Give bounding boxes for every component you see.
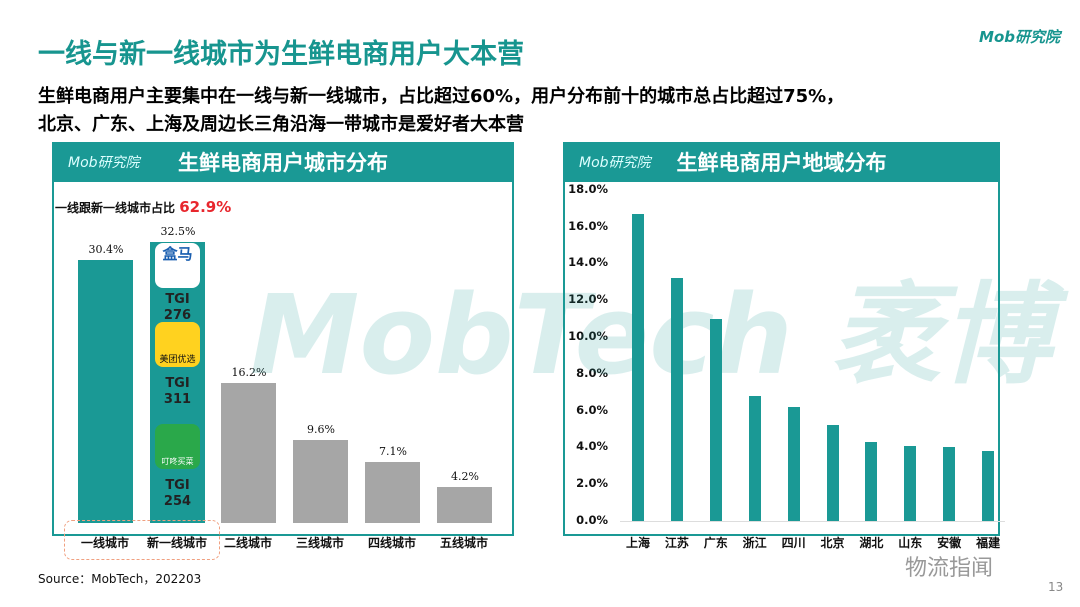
x-tick-label: 广东 bbox=[703, 536, 728, 550]
x-tick-label: 三线城市 bbox=[295, 536, 344, 550]
x-tick-label: 上海 bbox=[625, 536, 650, 550]
x-tick-label: 山东 bbox=[898, 536, 923, 550]
app-icon-dingdong: 叮咚买菜 bbox=[155, 424, 200, 469]
x-tick-label: 安徽 bbox=[937, 536, 962, 550]
data-label: 32.5% bbox=[160, 225, 196, 239]
highlight-box bbox=[64, 520, 220, 560]
bar bbox=[293, 440, 348, 523]
data-label: 9.6% bbox=[307, 423, 335, 437]
x-axis bbox=[620, 521, 1005, 522]
data-label: 16.2% bbox=[231, 366, 267, 380]
bar bbox=[904, 445, 917, 521]
x-tick-label: 浙江 bbox=[742, 536, 767, 550]
tgi-value: 311 bbox=[163, 392, 192, 407]
tgi-value: 254 bbox=[163, 494, 192, 509]
region-chart-panel: 生鲜电商用户地域分布 Mob研究院 bbox=[563, 142, 1000, 536]
bar bbox=[632, 213, 644, 521]
tgi-label: TGI bbox=[165, 478, 190, 493]
app-name: 盒马 bbox=[162, 245, 193, 263]
bar bbox=[865, 441, 878, 521]
bar bbox=[365, 461, 420, 523]
data-label: 30.4% bbox=[88, 243, 124, 257]
panel-logo: Mob研究院 bbox=[579, 155, 651, 171]
bar bbox=[78, 260, 133, 523]
bar bbox=[982, 451, 995, 521]
annotation-value: 62.9% bbox=[179, 198, 232, 216]
x-tick-label: 福建 bbox=[976, 536, 1001, 550]
data-label: 4.2% bbox=[451, 469, 479, 483]
tgi-hema: TGI 276 bbox=[150, 292, 205, 324]
x-tick-label: 湖北 bbox=[859, 536, 884, 550]
app-name: 美团优选 bbox=[159, 355, 196, 365]
annotation: 一线跟新一线城市占比 62.9% bbox=[55, 198, 231, 216]
x-tick-label: 五线城市 bbox=[439, 536, 488, 550]
panel-logo: Mob研究院 bbox=[68, 155, 140, 171]
bar bbox=[221, 383, 276, 523]
y-tick-label: 6.0% bbox=[576, 402, 608, 417]
annotation-label: 一线跟新一线城市占比 bbox=[55, 201, 176, 215]
y-tick-label: 0.0% bbox=[576, 513, 608, 527]
y-tick-label: 10.0% bbox=[568, 329, 608, 343]
y-tick-label: 16.0% bbox=[568, 218, 608, 233]
bar bbox=[943, 447, 956, 521]
bar bbox=[437, 486, 492, 523]
y-tick-label: 12.0% bbox=[568, 292, 608, 307]
tgi-meituan: TGI 311 bbox=[150, 376, 205, 408]
bar bbox=[150, 242, 205, 523]
subtitle-line-2: 北京、广东、上海及周边长三角沿海一带城市是爱好者大本营 bbox=[38, 114, 524, 135]
page-number: 13 bbox=[1048, 580, 1064, 594]
x-tick-label: 江苏 bbox=[664, 536, 689, 550]
bar bbox=[787, 406, 800, 521]
subtitle-line-1: 生鲜电商用户主要集中在一线与新一线城市，占比超过60%，用户分布前十的城市总占比… bbox=[38, 86, 845, 107]
bar bbox=[748, 395, 761, 521]
bar bbox=[826, 425, 839, 521]
tgi-label: TGI bbox=[165, 292, 190, 307]
x-tick-label: 新一线城市 bbox=[146, 536, 207, 550]
region-chart-title: 生鲜电商用户地域分布 bbox=[565, 144, 998, 182]
tgi-value: 276 bbox=[163, 308, 192, 323]
app-icon-hema: 盒马 bbox=[155, 243, 200, 288]
page-title: 一线与新一线城市为生鲜电商用户大本营 bbox=[38, 39, 524, 70]
bar bbox=[670, 278, 683, 521]
y-tick-label: 8.0% bbox=[576, 365, 608, 380]
wechat-watermark: 物流指闻 bbox=[905, 556, 994, 581]
app-icon-meituan: 美团优选 bbox=[155, 322, 200, 367]
source-note: Source：MobTech，202203 bbox=[38, 572, 202, 586]
x-tick-label: 四川 bbox=[781, 536, 806, 550]
y-tick-label: 18.0% bbox=[568, 181, 608, 196]
y-tick-label: 4.0% bbox=[576, 439, 608, 454]
bar bbox=[709, 318, 722, 521]
city-chart-title: 生鲜电商用户城市分布 bbox=[54, 144, 512, 182]
brand-logo: Mob研究院 bbox=[979, 28, 1060, 46]
data-label: 7.1% bbox=[379, 444, 407, 458]
x-tick-label: 二线城市 bbox=[223, 536, 272, 550]
x-tick-label: 四线城市 bbox=[367, 536, 416, 550]
app-name: 叮咚买菜 bbox=[161, 457, 194, 466]
x-tick-label: 一线城市 bbox=[80, 536, 129, 550]
tgi-dingdong: TGI 254 bbox=[150, 478, 205, 510]
y-tick-label: 14.0% bbox=[568, 255, 608, 270]
x-tick-label: 北京 bbox=[820, 536, 845, 550]
y-tick-label: 2.0% bbox=[576, 476, 608, 491]
tgi-label: TGI bbox=[165, 376, 190, 391]
